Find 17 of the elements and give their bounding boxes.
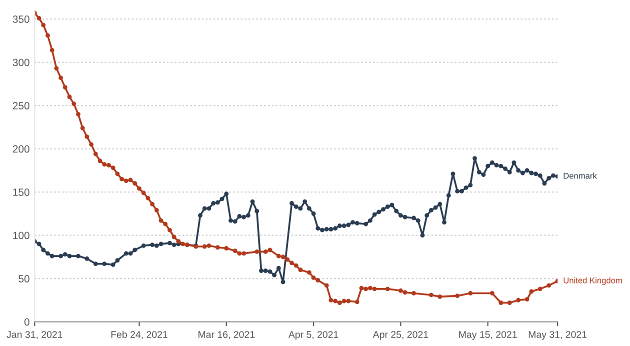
x-tick-label: May 15, 2021: [459, 331, 517, 340]
y-tick-label: 100: [13, 232, 30, 240]
series-label: United Kingdom: [564, 277, 622, 286]
y-tick-label: 350: [12, 16, 30, 23]
y-tick-label: 150: [13, 188, 30, 196]
y-tick-label: 300: [12, 58, 30, 66]
series-label: Denmark: [564, 172, 597, 179]
x-tick-label: May 31, 2021: [528, 331, 587, 340]
y-tick-label: 0: [24, 318, 30, 326]
x-tick-label: Feb 24, 2021: [111, 330, 168, 340]
x-tick-label: Apr 5, 2021: [288, 331, 338, 340]
x-tick-label: Jan 31, 2021: [6, 331, 62, 340]
x-tick-label: Mar 16, 2021: [198, 331, 255, 340]
x-tick-label: Apr 25, 2021: [372, 331, 428, 340]
y-tick-label: 50: [18, 275, 30, 282]
y-tick-label: 250: [12, 102, 30, 110]
y-tick-label: 200: [12, 145, 30, 153]
